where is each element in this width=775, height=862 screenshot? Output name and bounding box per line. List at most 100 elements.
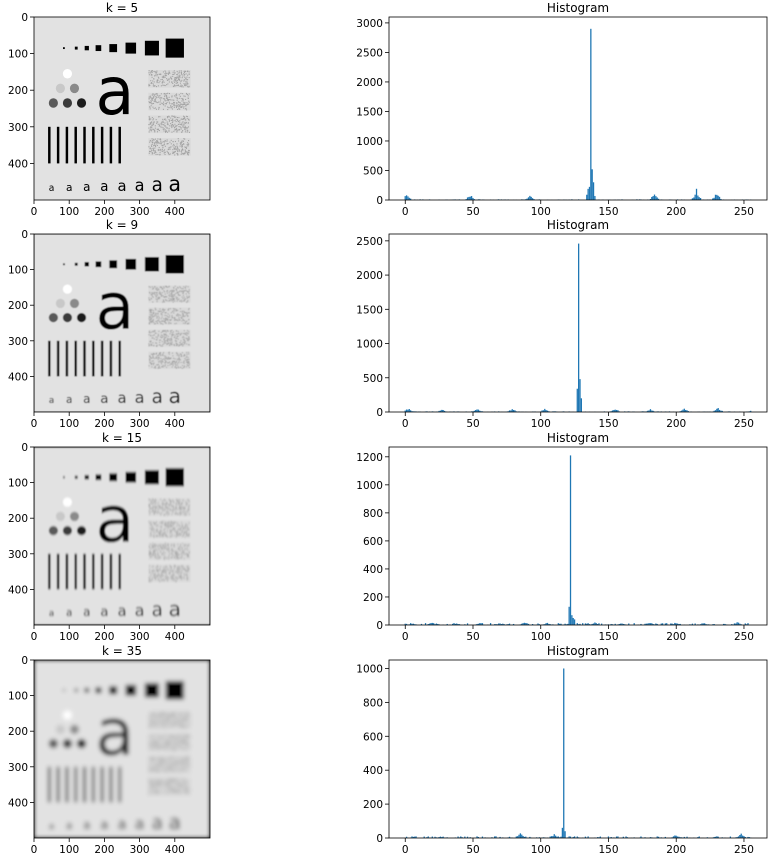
histogram-bar: [584, 836, 587, 838]
histogram-bar: [596, 624, 599, 625]
histogram-bars: [405, 668, 752, 838]
histogram-bar: [588, 624, 591, 625]
image-frame: [33, 16, 211, 201]
histogram-bar: [521, 834, 523, 838]
histogram-bar: [556, 836, 558, 838]
histogram-bar: [601, 623, 603, 625]
x-tick-label: 400: [165, 631, 185, 643]
histogram-bar: [407, 196, 409, 200]
histogram-bar: [466, 836, 469, 838]
histogram-bar: [552, 836, 554, 838]
histogram-bar: [508, 410, 511, 412]
histogram-bar: [411, 836, 413, 838]
histogram-bar: [628, 623, 630, 625]
histogram-bar: [554, 835, 557, 838]
x-tick-label: 0: [402, 418, 409, 430]
histogram-bar: [656, 836, 658, 838]
histogram-bar: [548, 623, 550, 625]
histogram-bar: [656, 623, 658, 625]
x-tick-label: 150: [598, 631, 618, 643]
histogram-bar: [465, 199, 467, 200]
y-tick-label: 100: [8, 691, 28, 703]
svg-text:a: a: [135, 814, 145, 833]
histogram-bar: [580, 398, 582, 412]
x-tick-label: 0: [31, 631, 38, 643]
histogram-bar: [750, 410, 752, 412]
image-frame: [33, 233, 211, 413]
image-title: k = 5: [106, 1, 138, 15]
histogram-bar: [479, 410, 481, 412]
histogram-bar: [527, 623, 530, 625]
histogram-bar: [652, 624, 654, 625]
histogram-bar: [651, 623, 653, 625]
x-tick-label: 0: [31, 844, 38, 856]
histogram-bar: [714, 194, 717, 200]
histogram-bar: [652, 410, 654, 412]
histogram-title: Histogram: [547, 431, 609, 445]
histogram-bar: [499, 836, 501, 838]
histogram-bar: [405, 623, 408, 625]
histogram-bar: [699, 197, 702, 200]
histogram-title: Histogram: [547, 218, 609, 232]
histogram-bar: [510, 410, 512, 412]
x-tick-label: 100: [59, 418, 79, 430]
x-tick-label: 200: [666, 418, 686, 430]
histogram-bar: [714, 410, 717, 412]
y-tick-label: 1500: [356, 106, 383, 118]
histogram-bar: [698, 836, 700, 838]
svg-text:a: a: [117, 389, 126, 407]
histogram-bar: [567, 623, 569, 625]
histogram-frame: [388, 446, 768, 626]
y-tick-label: 100: [8, 265, 28, 277]
x-tick-label: 100: [531, 631, 551, 643]
histogram-bar: [736, 837, 738, 838]
histogram-bar: [685, 409, 687, 412]
x-tick-label: 400: [165, 206, 185, 218]
histogram-bar: [720, 198, 722, 200]
svg-text:a: a: [117, 177, 126, 195]
x-tick-label: 200: [666, 206, 686, 218]
svg-text:a: a: [135, 176, 145, 195]
x-tick-label: 50: [466, 418, 479, 430]
x-tick-label: 50: [466, 206, 479, 218]
y-tick-label: 500: [363, 165, 383, 177]
x-tick-label: 200: [94, 206, 114, 218]
y-tick-label: 0: [376, 833, 383, 845]
y-tick-label: 0: [21, 655, 28, 667]
histogram-bar: [405, 836, 408, 838]
histogram-bar: [687, 411, 690, 412]
histogram-bar: [527, 197, 530, 200]
y-tick-label: 800: [363, 697, 383, 709]
histogram-panel: 0 50 100 150 200 250 0 200 400 600 800 1000 1200 Hist…: [356, 431, 768, 643]
svg-text:a: a: [100, 605, 108, 620]
histogram-bar: [614, 409, 616, 412]
x-tick-label: 0: [402, 844, 409, 856]
y-tick-label: 300: [8, 122, 28, 134]
histogram-bar: [610, 411, 612, 412]
histogram-bar: [644, 623, 646, 625]
histogram-bar: [625, 836, 627, 838]
svg-text:a: a: [96, 54, 135, 130]
histogram-bar: [475, 410, 477, 412]
histogram-bar: [683, 408, 685, 412]
histogram-bar: [563, 668, 565, 838]
histogram-bar: [618, 623, 620, 625]
histogram-bar: [582, 623, 584, 625]
svg-text:a: a: [83, 392, 90, 406]
histogram-bar: [424, 623, 427, 625]
histogram-bar: [431, 622, 433, 625]
y-tick-label: 0: [21, 12, 28, 24]
histogram-bar: [590, 28, 592, 200]
histogram-bar: [477, 623, 480, 625]
histogram-bar: [586, 623, 588, 625]
histogram-bar: [649, 409, 652, 412]
histogram-bar: [427, 836, 429, 838]
histogram-bar: [713, 836, 715, 838]
histogram-bar: [572, 617, 574, 625]
histogram-bar: [613, 409, 615, 412]
histogram-bar: [679, 411, 681, 412]
histogram-bar: [686, 836, 688, 838]
histogram-bar: [747, 836, 749, 838]
svg-text:a: a: [135, 388, 145, 407]
histogram-bar: [561, 827, 564, 838]
